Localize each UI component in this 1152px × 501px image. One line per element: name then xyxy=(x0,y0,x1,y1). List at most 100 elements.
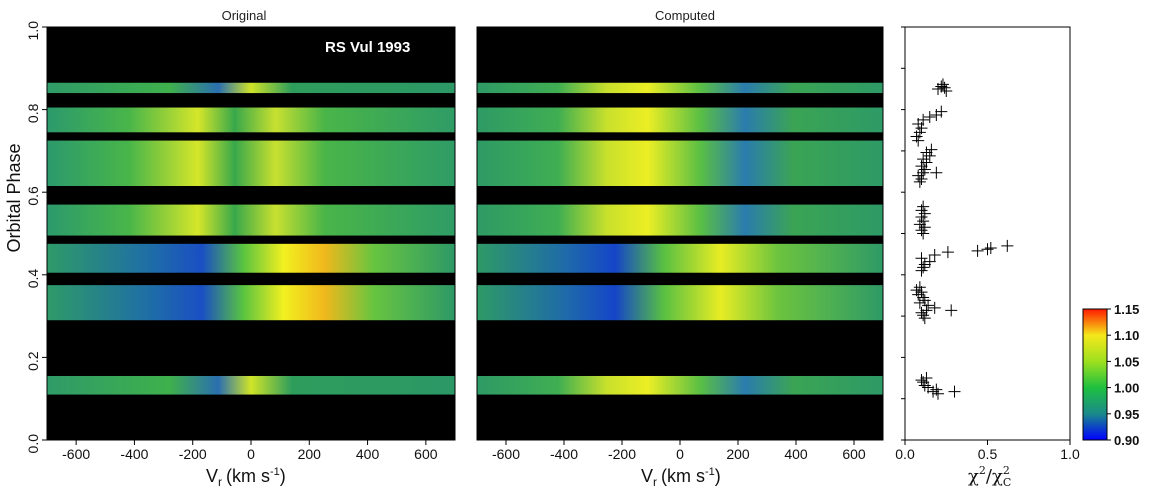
y-tick-label: 0.2 xyxy=(25,351,41,371)
chi2-point xyxy=(915,252,928,265)
chi2-point xyxy=(915,264,928,277)
chi2-point xyxy=(915,286,928,299)
chi2-point xyxy=(913,296,926,309)
chi2-point xyxy=(918,163,931,176)
chi2-frame xyxy=(904,26,1071,441)
chi2-point xyxy=(918,294,931,307)
colorbar-tick-label: 1.00 xyxy=(1114,381,1139,396)
computed-panel: -600 -400 -200 0 200 400 600 xyxy=(476,26,884,462)
original-x-axis-label: Vr (km s-1) xyxy=(206,466,286,489)
chi2-point xyxy=(920,146,933,159)
chi2-point xyxy=(922,381,935,394)
chi2-point xyxy=(917,291,930,304)
phase-band xyxy=(477,375,883,395)
x-tick-label: 0 xyxy=(676,446,684,462)
chi2-point xyxy=(938,81,951,94)
computed-title: Computed xyxy=(655,8,715,23)
chi2-point xyxy=(920,304,933,317)
phase-band xyxy=(47,82,455,94)
x-tick-label: -200 xyxy=(179,446,207,462)
chi2-point xyxy=(915,172,928,185)
x-tick-label: 200 xyxy=(726,446,750,462)
phase-band xyxy=(47,243,455,273)
chi2-point xyxy=(918,207,931,220)
phase-band xyxy=(47,107,455,133)
chi2-point xyxy=(984,241,997,254)
y-tick-label: 0.6 xyxy=(25,186,41,206)
phase-band xyxy=(47,375,455,395)
chi2-point xyxy=(913,281,926,294)
rs-vul-annotation: RS Vul 1993 xyxy=(325,39,410,56)
chi2-point xyxy=(918,258,931,271)
chi2-point xyxy=(935,80,948,93)
colorbar-gradient xyxy=(1082,308,1108,441)
chi2-point xyxy=(917,166,930,179)
colorbar-tick-label: 0.95 xyxy=(1114,407,1139,422)
colorbar-tick-label: 0.90 xyxy=(1114,433,1139,448)
chi2-point xyxy=(915,224,928,237)
x-tick-label: 400 xyxy=(356,446,380,462)
chi2-point xyxy=(917,261,930,274)
x-tick-label: 0.5 xyxy=(978,446,998,462)
chi2-point xyxy=(940,85,953,98)
colorbar: 1.15 1.10 1.05 1.00 0.95 0.90 xyxy=(1082,302,1139,448)
chi2-point xyxy=(941,246,954,259)
chi2-point xyxy=(928,248,941,261)
colorbar-tick-label: 1.10 xyxy=(1114,328,1139,343)
chi2-point xyxy=(945,304,958,317)
chi2-point xyxy=(930,108,943,121)
x-tick-label: -400 xyxy=(550,446,578,462)
y-axis-label: Orbital Phase xyxy=(4,143,24,252)
chi2-point xyxy=(981,243,994,256)
phase-band xyxy=(477,82,883,94)
chi2-point xyxy=(917,227,930,240)
chi2-point xyxy=(928,301,941,314)
chi2-point xyxy=(930,383,943,396)
x-tick-label: 400 xyxy=(784,446,808,462)
y-tick-label: 0.0 xyxy=(25,434,41,454)
phase-band xyxy=(47,285,455,321)
phase-band xyxy=(477,243,883,273)
y-tick-label: 0.4 xyxy=(25,269,41,289)
phase-band xyxy=(47,204,455,236)
chi2-point xyxy=(913,175,926,188)
x-tick-label: 0 xyxy=(247,446,255,462)
x-tick-label: -200 xyxy=(608,446,636,462)
chi2-point xyxy=(1001,239,1014,252)
chi2-panel: 0.0 0.5 1.0 xyxy=(895,26,1080,462)
chi2-point xyxy=(925,143,938,156)
x-tick-label: -600 xyxy=(492,446,520,462)
colorbar-tick-label: 1.05 xyxy=(1114,354,1139,369)
phase-band xyxy=(477,107,883,133)
phase-band xyxy=(477,204,883,236)
chi2-point xyxy=(923,149,936,162)
x-tick-label: 600 xyxy=(414,446,438,462)
chi2-point xyxy=(918,379,931,392)
x-tick-label: 600 xyxy=(842,446,866,462)
chi2-point xyxy=(917,200,930,213)
chi2-point xyxy=(917,153,930,166)
chi2-point xyxy=(922,299,935,312)
chi2-point xyxy=(920,372,933,385)
chi2-point xyxy=(948,385,961,398)
phase-band xyxy=(477,140,883,187)
x-tick-label: -400 xyxy=(120,446,148,462)
computed-x-axis-label: Vr (km s-1) xyxy=(641,466,721,489)
chi2-point xyxy=(932,82,944,95)
chi2-point xyxy=(918,221,931,234)
chi2-point xyxy=(917,309,930,322)
phase-band xyxy=(477,285,883,321)
chi2-point xyxy=(912,169,925,182)
x-tick-label: 1.0 xyxy=(1060,446,1080,462)
y-tick-label: 0.8 xyxy=(25,103,41,123)
chi2-point xyxy=(913,218,926,231)
chi2-point xyxy=(923,255,936,268)
colorbar-tick-label: 1.15 xyxy=(1114,302,1139,317)
chi2-point xyxy=(971,244,984,257)
chi2-point xyxy=(936,78,949,91)
chi2-point xyxy=(918,312,931,325)
original-panel: -600 -400 -200 0 200 400 600 0.0 0.2 0.4 0.6 0.8 1.0 xyxy=(25,21,456,462)
chi2-point xyxy=(935,105,948,118)
chi2-point xyxy=(915,306,928,319)
